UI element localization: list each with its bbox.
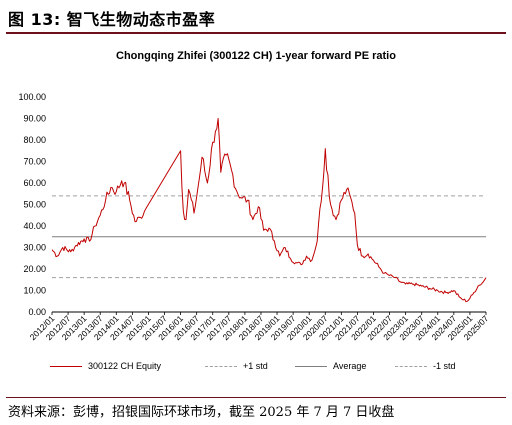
legend-minus-std-swatch <box>395 365 427 367</box>
title-rule <box>6 32 506 34</box>
legend-minus-std: -1 std <box>395 361 456 371</box>
y-tick-label: 70.00 <box>23 157 46 167</box>
legend-average-label: Average <box>333 361 367 371</box>
legend-plus-std-swatch <box>205 365 237 367</box>
legend-series-label: 300122 CH Equity <box>88 361 162 371</box>
y-tick-label: 10.00 <box>23 286 46 296</box>
legend-series-swatch <box>50 365 82 367</box>
legend-series: 300122 CH Equity <box>50 361 161 371</box>
y-tick-label: 80.00 <box>23 135 46 145</box>
y-tick-label: 20.00 <box>23 264 46 274</box>
y-tick-label: 0.00 <box>28 307 46 317</box>
y-tick-label: 40.00 <box>23 221 46 231</box>
source-note: 资料来源：彭博，招银国际环球市场，截至 2025 年 7 月 7 日收盘 <box>8 405 395 420</box>
legend-plus-std-label: +1 std <box>243 361 268 371</box>
y-tick-label: 100.00 <box>18 92 46 102</box>
y-tick-label: 60.00 <box>23 178 46 188</box>
legend-average-swatch <box>295 365 327 367</box>
y-tick-label: 30.00 <box>23 243 46 253</box>
legend-average: Average <box>295 361 366 371</box>
series-line <box>51 118 487 303</box>
source-rule <box>6 397 506 398</box>
legend-minus-std-label: -1 std <box>433 361 456 371</box>
y-tick-label: 50.00 <box>23 200 46 210</box>
legend-plus-std: +1 std <box>205 361 268 371</box>
y-tick-label: 90.00 <box>23 114 46 124</box>
chart-title: Chongqing Zhifei (300122 CH) 1-year forw… <box>116 50 396 62</box>
figure-title: 图 13: 智飞生物动态市盈率 <box>8 10 216 29</box>
chart-legend: 300122 CH Equity +1 std Average -1 std <box>50 361 500 377</box>
